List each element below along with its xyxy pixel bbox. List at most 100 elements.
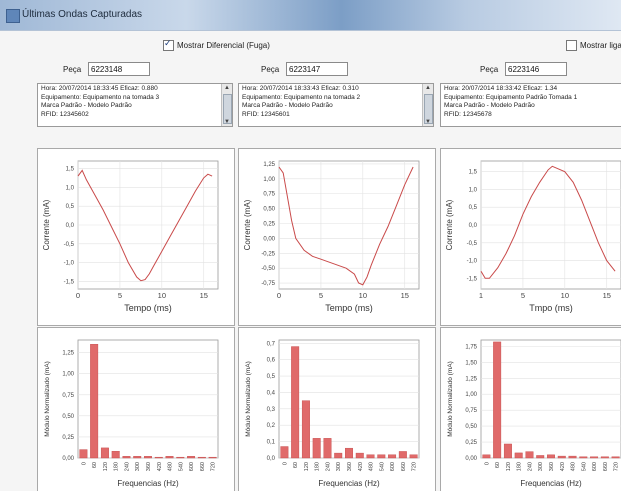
app-icon [6,9,20,23]
scroll-up-icon[interactable]: ▲ [224,85,230,91]
scroll-down-icon[interactable]: ▼ [224,119,230,125]
info-line: Marca Padrão - Modelo Padrão [242,102,333,109]
spectrum-bar [334,452,343,459]
y-tick-label: 0,0 [469,223,478,229]
y-axis-label: Corrente (mA) [42,199,51,250]
y-tick-label: -1,5 [467,276,478,282]
spectrum-bar [79,449,88,459]
checkbox-box[interactable] [566,40,577,51]
x-tick-label: 660 [401,462,407,471]
main-content: Mostrar Diferencial (Fuga) Mostrar liga … [0,30,621,491]
info-line: RFID: 12345601 [242,110,290,118]
scroll-thumb[interactable] [223,94,232,124]
peca-label-2: Peça [261,65,280,74]
y-tick-label: 0,2 [267,423,276,429]
y-tick-label: 0,3 [267,407,276,413]
y-tick-label: -1,5 [64,279,75,285]
x-tick-label: 300 [336,462,342,471]
x-tick-label: 720 [614,462,620,471]
spectrum-bar [514,452,523,459]
x-tick-label: 180 [315,462,321,471]
x-tick-label: 60 [92,462,98,468]
spectrum-bar [100,447,109,459]
spectrum-bar [165,456,174,459]
x-tick-label: 15 [603,291,611,300]
y-tick-label: 0,7 [267,341,276,347]
info-line: Marca Padrão - Modelo Padrão [444,102,535,109]
x-tick-label: 480 [369,462,375,471]
info-line: RFID: 12345602 [41,110,89,118]
y-axis-label: Módulo Normalizado (mA) [447,361,454,437]
peca-input-3[interactable] [505,62,567,76]
y-tick-label: 1,5 [469,170,478,176]
x-tick-label: 300 [135,462,141,471]
peca-input-2[interactable] [286,62,348,76]
spectrum-bar [611,456,620,459]
spectrum-bar [301,400,310,459]
x-axis-label: Tempo (ms) [325,303,373,313]
plot-area [278,339,420,459]
spectrum-bar [557,455,566,459]
scroll-thumb[interactable] [424,94,433,124]
x-axis-label: Frequencias (Hz) [117,479,179,488]
spectrum-bar [144,456,152,459]
info-box-1[interactable]: Hora: 20/07/2014 18:33:45 Eficaz: 0.880 … [37,83,233,127]
x-tick-label: 0 [282,462,288,465]
peca-input-1[interactable] [88,62,150,76]
x-tick-label: 10 [158,291,166,300]
x-tick-label: 420 [358,462,364,471]
show-right-label: Mostrar liga [580,41,621,50]
y-tick-label: 1,25 [465,376,477,382]
x-tick-label: 15 [401,291,409,300]
y-axis-label: Módulo Normalizado (mA) [245,361,252,437]
spectrum-chart-1: 1,25 1,00 0,75 0,50 0,25 0,00 Módulo Normaliza… [37,327,235,491]
plot-area [480,339,621,459]
y-tick-label: 1,00 [263,177,275,183]
x-axis-label: Tmpo (ms) [529,303,573,313]
scroll-up-icon[interactable]: ▲ [425,85,431,91]
y-tick-label: 0,50 [62,414,74,420]
x-tick-label: 0 [484,462,490,465]
y-tick-label: 0,0 [66,223,75,229]
x-tick-label: 120 [103,462,109,471]
x-tick-label: 1 [479,291,483,300]
y-tick-label: -0,50 [261,266,275,272]
title-bar[interactable]: Últimas Ondas Capturadas [0,0,621,30]
x-tick-label: 60 [293,462,299,468]
info-line: Equipamento: Equipamento Padrão Tomada 1 [444,93,578,101]
peca-label-3: Peça [480,65,499,74]
info-scrollbar[interactable]: ▲ ▼ [221,84,232,126]
spectrum-bar [482,454,491,459]
x-tick-label: 420 [560,462,566,471]
show-differential-checkbox[interactable]: Mostrar Diferencial (Fuga) [163,38,270,51]
spectrum-bar [590,456,599,459]
x-tick-label: 360 [347,462,353,471]
y-tick-label: 0,75 [465,408,477,414]
x-tick-label: 120 [506,462,512,471]
spectrum-bar [90,344,99,459]
peca-label-1: Peça [63,65,82,74]
waveform-line [480,165,616,279]
x-tick-label: 540 [178,462,184,471]
x-tick-label: 240 [325,462,331,471]
x-tick-label: 480 [571,462,577,471]
spectrum-bar [133,456,142,459]
show-differential-label: Mostrar Diferencial (Fuga) [177,41,270,50]
info-box-2[interactable]: Hora: 20/07/2014 18:33:43 Eficaz: 0.310 … [238,83,434,127]
checkbox-box[interactable] [163,38,174,51]
spectrum-bar [388,454,397,459]
info-scrollbar[interactable]: ▲ ▼ [422,84,433,126]
info-box-3[interactable]: Hora: 20/07/2014 18:33:42 Eficaz: 1.34 E… [440,83,621,127]
y-tick-label: 0,75 [62,393,74,399]
scroll-down-icon[interactable]: ▼ [425,119,431,125]
y-tick-label: -0,25 [261,251,275,257]
y-tick-label: 1,25 [62,351,74,357]
x-tick-label: 0 [76,291,80,300]
y-tick-label: 1,00 [465,392,477,398]
spectrum-bar [355,452,364,459]
x-tick-label: 720 [412,462,418,471]
spectrum-bar [111,451,120,459]
y-tick-label: 0,5 [66,204,75,210]
show-right-checkbox[interactable]: Mostrar liga [566,40,621,51]
